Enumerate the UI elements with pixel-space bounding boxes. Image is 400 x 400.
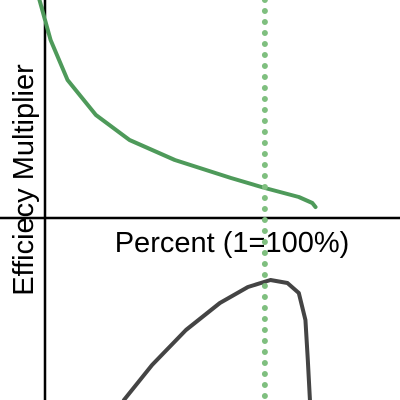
line: [37, 0, 318, 209]
line: [121, 278, 312, 400]
y-axis-label: Efficiecy Multiplier: [8, 64, 40, 296]
x-axis-label: Percent (1=100%): [115, 227, 350, 259]
